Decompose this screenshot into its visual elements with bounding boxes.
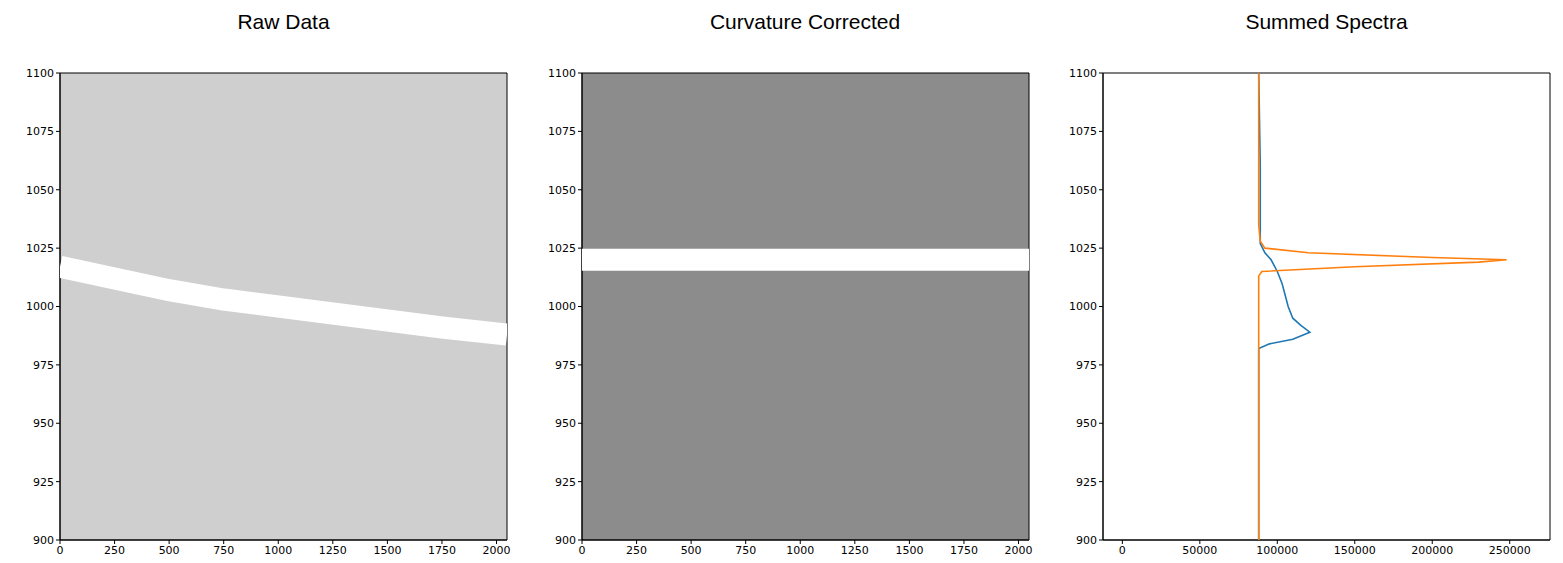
svg-text:1750: 1750 [949, 544, 977, 557]
svg-text:1075: 1075 [26, 125, 54, 138]
svg-text:900: 900 [33, 534, 54, 547]
svg-text:950: 950 [555, 417, 576, 430]
svg-text:1750: 1750 [428, 544, 456, 557]
svg-text:950: 950 [1076, 417, 1097, 430]
svg-text:500: 500 [159, 544, 180, 557]
svg-text:750: 750 [213, 544, 234, 557]
svg-text:0: 0 [578, 544, 585, 557]
svg-text:900: 900 [1076, 534, 1097, 547]
svg-text:1000: 1000 [548, 300, 576, 313]
svg-text:1050: 1050 [1069, 184, 1097, 197]
svg-text:1025: 1025 [26, 242, 54, 255]
svg-text:200000: 200000 [1411, 544, 1453, 557]
svg-text:500: 500 [680, 544, 701, 557]
svg-text:1250: 1250 [319, 544, 347, 557]
html-text:Summed Spectra: Summed Spectra [1245, 10, 1408, 33]
svg-text:1000: 1000 [264, 544, 292, 557]
svg-text:1050: 1050 [26, 184, 54, 197]
svg-text:1250: 1250 [840, 544, 868, 557]
svg-text:1000: 1000 [786, 544, 814, 557]
html-text:Raw Data: Raw Data [237, 10, 330, 33]
svg-text:925: 925 [33, 476, 54, 489]
svg-text:950: 950 [33, 417, 54, 430]
svg-text:1075: 1075 [548, 125, 576, 138]
svg-text:1500: 1500 [373, 544, 401, 557]
svg-text:1500: 1500 [895, 544, 923, 557]
svg-text:1000: 1000 [1069, 300, 1097, 313]
svg-text:0: 0 [57, 544, 64, 557]
svg-text:1025: 1025 [548, 242, 576, 255]
svg-text:1100: 1100 [1069, 67, 1097, 80]
svg-text:250: 250 [104, 544, 125, 557]
svg-text:1075: 1075 [1069, 125, 1097, 138]
svg-text:50000: 50000 [1182, 544, 1217, 557]
svg-text:100000: 100000 [1256, 544, 1298, 557]
svg-text:975: 975 [33, 359, 54, 372]
svg-text:975: 975 [555, 359, 576, 372]
svg-text:250: 250 [626, 544, 647, 557]
svg-text:1100: 1100 [26, 67, 54, 80]
svg-text:250000: 250000 [1489, 544, 1531, 557]
svg-text:0: 0 [1119, 544, 1126, 557]
svg-text:2000: 2000 [1004, 544, 1032, 557]
svg-text:900: 900 [555, 534, 576, 547]
html-text:Curvature Corrected: Curvature Corrected [709, 10, 901, 33]
svg-text:925: 925 [555, 476, 576, 489]
svg-text:1100: 1100 [548, 67, 576, 80]
svg-text:1025: 1025 [1069, 242, 1097, 255]
svg-text:1000: 1000 [26, 300, 54, 313]
svg-text:1050: 1050 [548, 184, 576, 197]
svg-text:925: 925 [1076, 476, 1097, 489]
svg-text:150000: 150000 [1334, 544, 1376, 557]
svg-text:750: 750 [735, 544, 756, 557]
svg-text:2000: 2000 [483, 544, 511, 557]
svg-text:975: 975 [1076, 359, 1097, 372]
